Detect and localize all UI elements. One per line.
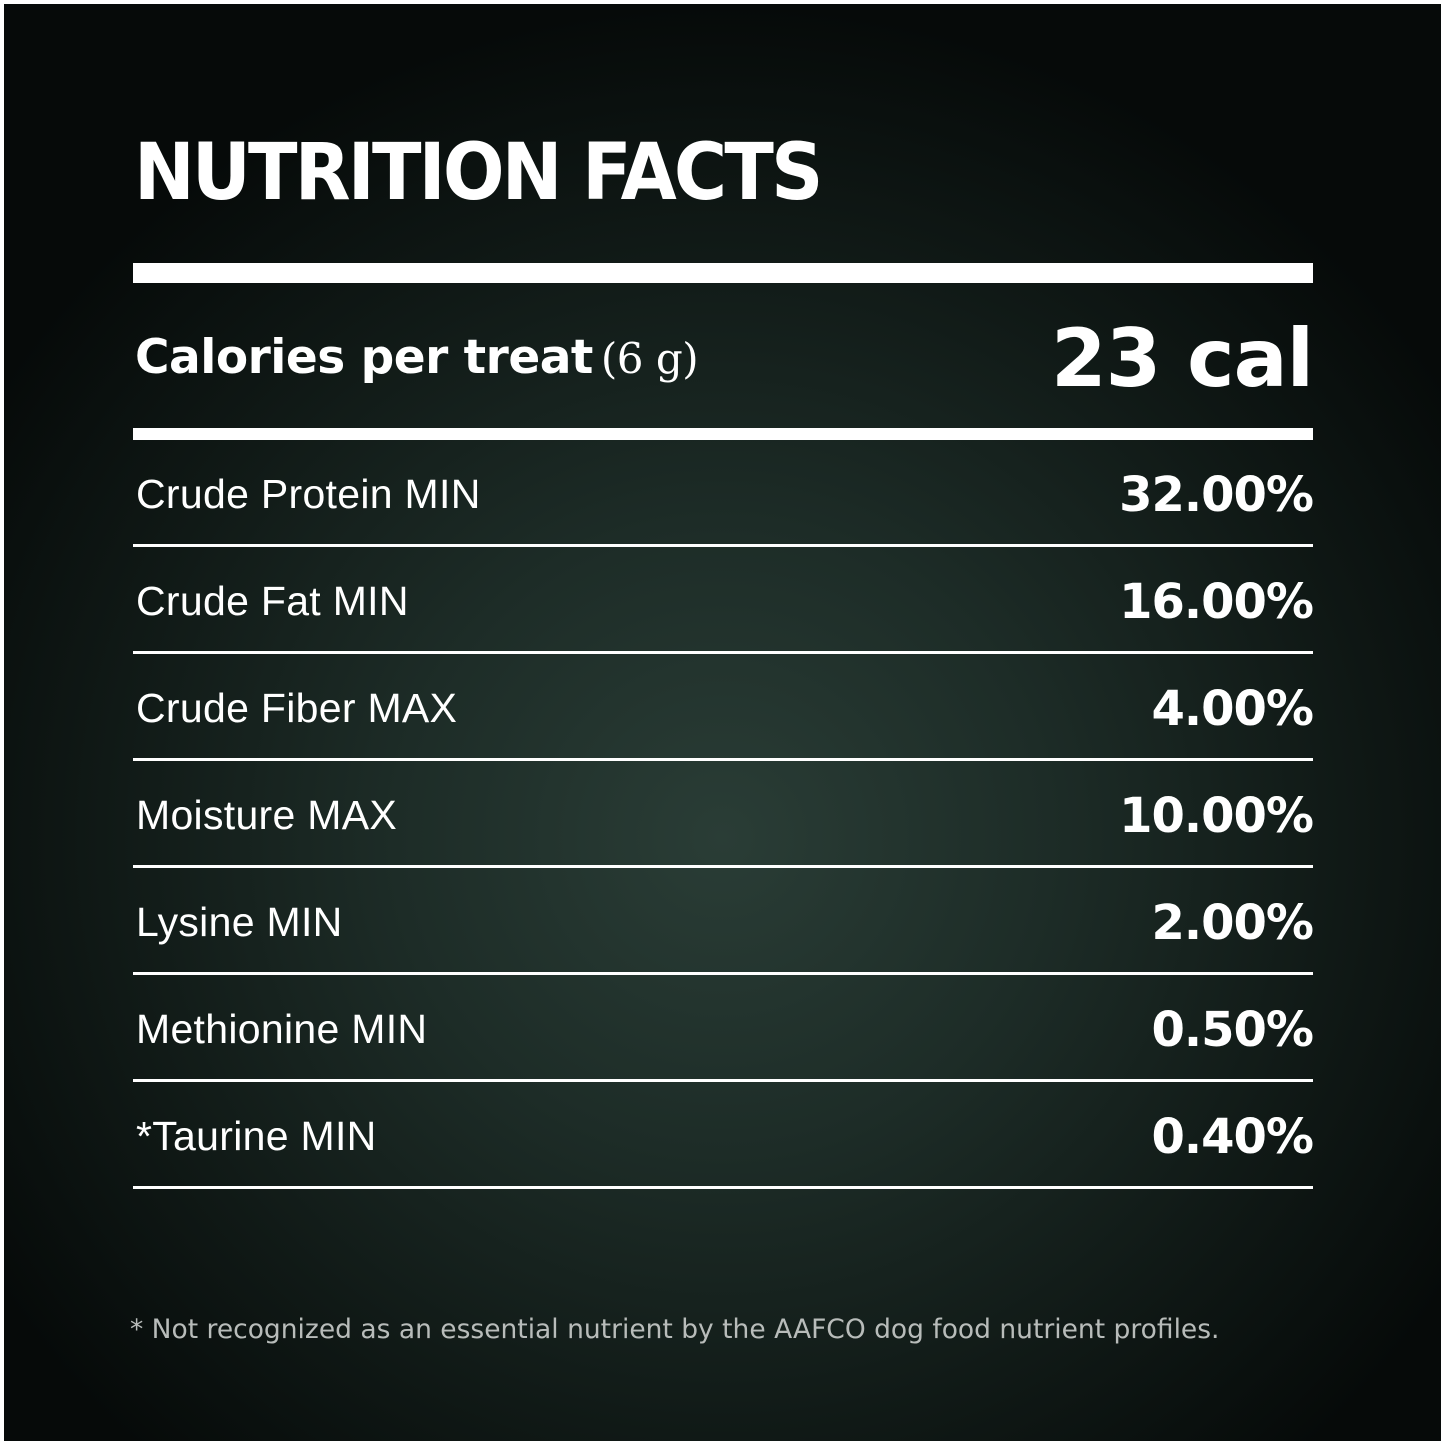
nutrient-row: Crude Fat MIN 16.00%	[133, 547, 1314, 654]
calorie-value: 23 cal	[1050, 312, 1314, 405]
nutrient-list: Crude Protein MIN 32.00% Crude Fat MIN 1…	[133, 440, 1314, 1189]
nutrition-panel: NUTRITION FACTS Calories per treat (6 g) …	[4, 4, 1441, 1441]
nutrient-row: Lysine MIN 2.00%	[133, 868, 1314, 975]
nutrient-label: Lysine MIN	[136, 899, 343, 945]
nutrient-row: Crude Protein MIN 32.00%	[133, 440, 1314, 547]
nutrient-value: 2.00%	[1151, 895, 1314, 951]
nutrient-value: 16.00%	[1119, 574, 1314, 630]
nutrient-label: Methionine MIN	[136, 1006, 428, 1052]
nutrient-value: 32.00%	[1119, 467, 1314, 523]
page-title: NUTRITION FACTS	[134, 128, 823, 218]
nutrient-row: Crude Fiber MAX 4.00%	[133, 654, 1314, 761]
nutrient-label: *Taurine MIN	[136, 1113, 377, 1159]
nutrient-value: 10.00%	[1119, 788, 1314, 844]
calorie-label-group: Calories per treat (6 g)	[135, 328, 699, 389]
nutrient-value: 4.00%	[1151, 681, 1314, 737]
nutrient-row: Methionine MIN 0.50%	[133, 975, 1314, 1082]
nutrient-row: Moisture MAX 10.00%	[133, 761, 1314, 868]
serving-size: (6 g)	[600, 334, 699, 383]
footnote: * Not recognized as an essential nutrien…	[130, 1314, 1220, 1345]
nutrient-label: Moisture MAX	[136, 792, 398, 838]
calorie-divider	[133, 428, 1313, 440]
nutrient-value: 0.50%	[1151, 1002, 1314, 1058]
nutrient-label: Crude Fat MIN	[136, 578, 409, 624]
nutrient-label: Crude Fiber MAX	[136, 685, 458, 731]
top-divider	[133, 263, 1313, 283]
nutrient-row: *Taurine MIN 0.40%	[133, 1082, 1314, 1189]
calorie-label: Calories per treat	[135, 330, 593, 385]
nutrient-label: Crude Protein MIN	[136, 471, 481, 517]
calorie-row: Calories per treat (6 g) 23 cal	[133, 304, 1314, 414]
nutrient-value: 0.40%	[1151, 1109, 1314, 1165]
